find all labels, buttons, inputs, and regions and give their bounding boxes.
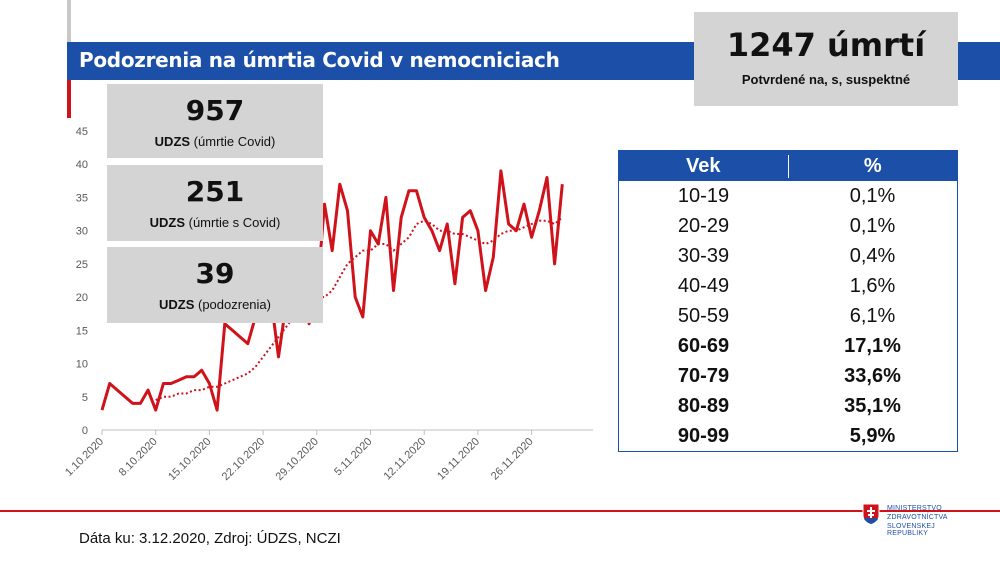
x-tick-label: 8.10.2020 [117,436,160,479]
x-tick-label: 5.11.2020 [332,436,375,479]
table-row: 20-29 0,1% [619,211,957,241]
pct-cell: 0,4% [849,244,896,267]
stat-box-suspected: 39 UDZS (podozrenia) [107,247,323,323]
stat-number: 251 [185,175,245,208]
x-tick-label: 26.11.2020 [489,436,536,483]
pct-cell: 6,1% [849,304,896,327]
accent-bar-gray [67,0,71,42]
age-cell: 20-29 [677,214,730,237]
age-column-header: Vek [619,154,789,178]
pct-cell: 35,1% [844,394,901,417]
ministry-logo: MINISTERSTVO ZDRAVOTNÍCTVA SLOVENSKEJ RE… [862,503,972,539]
x-tick-label: 19.11.2020 [435,436,482,483]
total-deaths-number: 1247 úmrtí [726,26,926,64]
table-row: 90-99 5,9% [619,421,957,451]
data-source-note: Dáta ku: 3.12.2020, Zdroj: ÚDZS, NCZI [79,530,341,547]
accent-bar-red [67,80,71,118]
age-table: Vek % 10-19 0,1% 20-29 0,1% 30-39 0,4% 40-4… [618,150,958,452]
logo-line-1: MINISTERSTVO [887,505,942,512]
title-band: Podozrenia na úmrtia Covid v nemocniciac… [67,42,695,80]
pct-cell: 0,1% [849,214,896,237]
age-cell: 70-79 [677,364,730,387]
y-tick-label: 0 [82,425,88,437]
pct-cell: 33,6% [844,364,901,387]
pct-cell: 1,6% [849,274,896,297]
x-tick-label: 12.11.2020 [381,436,428,483]
y-tick-label: 15 [76,325,88,337]
age-cell: 60-69 [677,334,730,357]
stat-box-with-covid-deaths: 251 UDZS (úmrtie s Covid) [107,165,323,241]
age-cell: 10-19 [677,184,730,207]
stat-number: 39 [195,257,235,290]
daily-deaths-line [100,169,564,412]
coat-of-arms-icon [862,503,880,525]
stat-label: UDZS (podozrenia) [159,297,271,312]
table-row: 40-49 1,6% [619,271,957,301]
table-row: 80-89 35,1% [619,391,957,421]
footer-divider [0,510,1000,512]
total-deaths-label: Potvrdené na, s, suspektné [741,72,911,87]
y-tick-label: 10 [76,359,88,371]
stat-label: UDZS (úmrtie s Covid) [149,215,281,230]
logo-line-2: ZDRAVOTNÍCTVA [887,514,948,521]
total-deaths-box: 1247 úmrtí Potvrdené na, s, suspektné [694,12,958,106]
page-title: Podozrenia na úmrtia Covid v nemocniciac… [79,48,560,72]
stat-label: UDZS (úmrtie Covid) [154,134,276,149]
age-cell: 30-39 [677,244,730,267]
y-tick-label: 5 [82,392,88,404]
pct-cell: 5,9% [849,424,896,447]
age-table-header: Vek % [619,151,957,181]
deaths-line-chart: 0 5 10 15 20 25 30 35 40 45 1.10.2020 8.10.2020 15.1… [63,126,593,483]
x-tick-label: 22.10.2020 [220,436,267,483]
y-tick-label: 35 [76,192,88,204]
y-tick-label: 40 [76,159,88,171]
stat-number: 957 [185,94,245,127]
y-tick-label: 25 [76,259,88,271]
y-tick-label: 45 [76,126,88,138]
logo-line-3: SLOVENSKEJ REPUBLIKY [887,523,935,537]
table-row: 30-39 0,4% [619,241,957,271]
x-tick-label: 15.10.2020 [166,436,213,483]
title-band-right [958,42,1000,80]
table-row: 60-69 17,1% [619,331,957,361]
y-tick-label: 20 [76,292,88,304]
table-row: 50-59 6,1% [619,301,957,331]
x-tick-label: 29.10.2020 [274,436,321,483]
age-cell: 90-99 [677,424,730,447]
pct-cell: 0,1% [849,184,896,207]
table-row: 10-19 0,1% [619,181,957,211]
age-cell: 80-89 [677,394,730,417]
moving-average-line [155,216,563,402]
pct-cell: 17,1% [844,334,901,357]
age-cell: 50-59 [677,304,730,327]
x-tick-label: 1.10.2020 [63,436,106,479]
age-cell: 40-49 [677,274,730,297]
y-tick-label: 30 [76,226,88,238]
stat-box-covid-deaths: 957 UDZS (úmrtie Covid) [107,84,323,158]
pct-column-header: % [863,154,882,177]
table-row: 70-79 33,6% [619,361,957,391]
